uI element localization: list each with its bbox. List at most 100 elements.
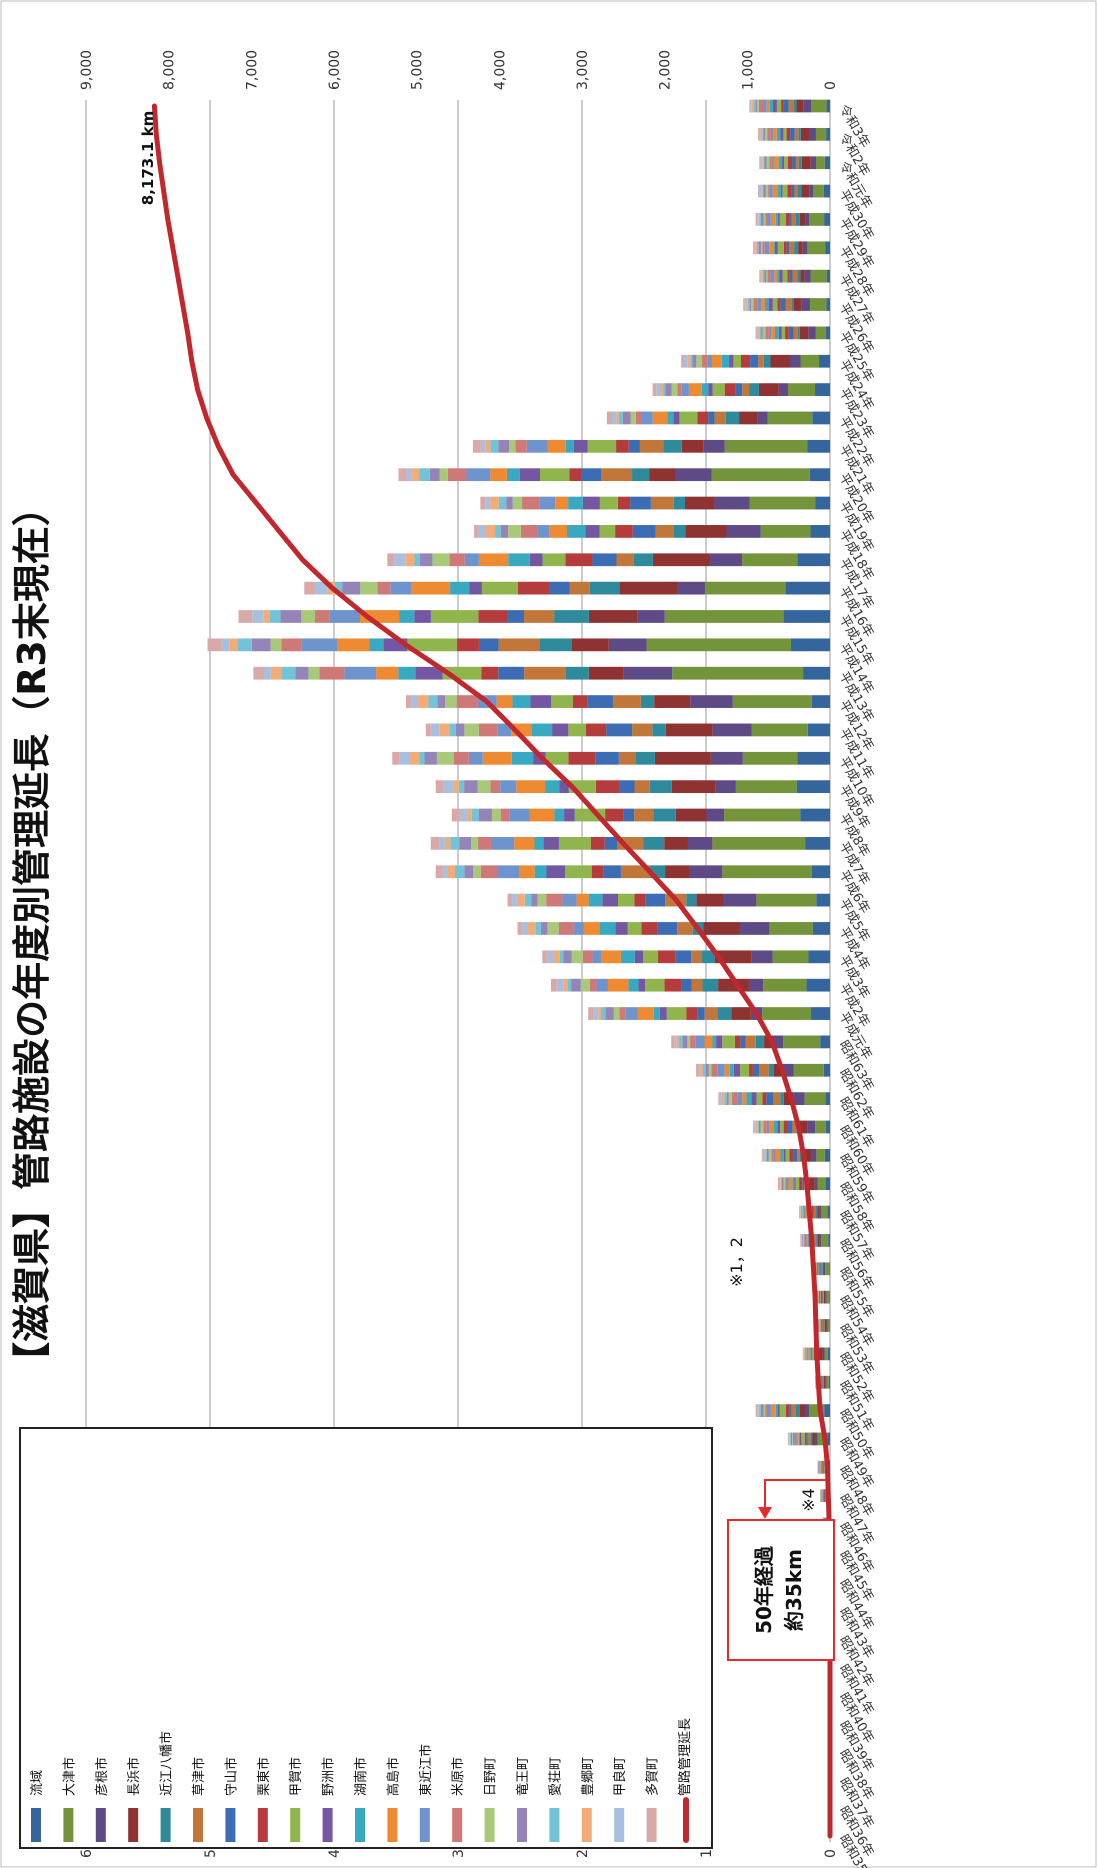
bar-segment xyxy=(512,496,523,510)
bar-segment xyxy=(758,1120,761,1134)
bar-segment xyxy=(788,326,794,340)
bar-segment xyxy=(616,553,634,567)
bar-segment xyxy=(785,213,790,226)
legend-label: 大津市 xyxy=(61,1757,77,1796)
bar-segment xyxy=(337,638,370,652)
bar-segment xyxy=(485,439,491,453)
bar-segment xyxy=(430,836,440,850)
bar-segment xyxy=(799,1404,806,1417)
bar-segment xyxy=(630,496,651,510)
bar-segment xyxy=(471,836,479,850)
bar-segment xyxy=(782,156,785,170)
line-axis-tick-label: 2,000 xyxy=(658,50,674,90)
bar-segment xyxy=(469,581,482,595)
bar-segment xyxy=(766,156,770,170)
bar-segment xyxy=(207,638,222,652)
bar-segment xyxy=(673,496,685,510)
bar-segment xyxy=(683,354,688,368)
bar-segment xyxy=(780,127,784,141)
bar-segment xyxy=(319,666,345,680)
bar-segment xyxy=(783,1120,788,1134)
bar-segment xyxy=(787,1120,793,1134)
bar-segment xyxy=(807,439,830,453)
bar-segment xyxy=(546,950,555,964)
bar-segment xyxy=(780,298,786,311)
bar-segment xyxy=(819,1234,822,1247)
bar-segment xyxy=(771,156,774,170)
bar-segment xyxy=(512,695,531,708)
bar-segment xyxy=(799,213,806,226)
bar-segment xyxy=(766,1120,770,1134)
chart-title: 【滋賀県】管路施設の年度別管理延長（R3末現在） xyxy=(10,488,54,1380)
bar-segment xyxy=(763,156,765,170)
bar-segment xyxy=(606,411,612,425)
bar-segment xyxy=(545,751,569,765)
bar-segment xyxy=(480,865,498,879)
bar-segment xyxy=(710,751,743,765)
bar-segment xyxy=(824,1148,830,1162)
bar-segment xyxy=(604,836,618,850)
bar-segment xyxy=(821,1375,823,1389)
bar-segment xyxy=(722,1035,735,1049)
callout-box: 50年経過 約35km xyxy=(727,1479,835,1661)
bar-segment xyxy=(430,723,440,737)
bar-segment xyxy=(755,326,757,340)
bar-segment xyxy=(500,780,517,794)
bar-segment xyxy=(449,723,456,737)
bar-segment xyxy=(807,1432,811,1446)
bar-segment xyxy=(709,553,743,567)
bar-segment xyxy=(823,1375,825,1389)
bar-segment xyxy=(516,893,525,907)
bar-segment xyxy=(752,1063,760,1077)
bar-segment xyxy=(591,865,604,879)
bar-segment xyxy=(806,1347,808,1361)
bar-segment xyxy=(779,269,783,283)
bar-segment xyxy=(804,1234,807,1247)
bar-segment xyxy=(712,723,752,737)
bar-segment xyxy=(301,610,316,623)
bar-segment xyxy=(762,326,766,340)
bar-segment xyxy=(765,1404,767,1417)
bar-segment xyxy=(769,922,813,935)
bar-segment xyxy=(542,950,547,964)
bar-segment xyxy=(789,354,801,368)
bar-segment xyxy=(707,354,712,368)
bar-segment xyxy=(637,1007,654,1020)
bar-segment xyxy=(686,893,697,907)
bar-segment xyxy=(429,468,440,482)
bar-segment xyxy=(775,1148,781,1162)
bar-segment xyxy=(772,99,777,113)
bar-segment xyxy=(773,156,779,170)
bar-segment xyxy=(815,1375,816,1389)
bar-segment xyxy=(815,496,830,510)
bar-segment xyxy=(813,1205,816,1219)
bar-segment xyxy=(599,525,616,538)
bar-segment xyxy=(485,496,491,510)
bar-segment xyxy=(825,1375,827,1389)
bar-segment xyxy=(807,241,826,255)
bar-segment xyxy=(788,1432,790,1446)
bar-segment xyxy=(719,1092,722,1106)
bar-segment xyxy=(756,241,759,255)
bar-segment xyxy=(634,950,644,964)
bar-segment xyxy=(708,383,713,396)
bar-segment xyxy=(803,666,830,680)
bar-segment xyxy=(760,156,763,170)
bar-segment xyxy=(498,496,507,510)
bar-segment xyxy=(735,780,797,794)
bar-segment xyxy=(511,751,534,765)
bar-segment xyxy=(742,751,798,765)
bar-segment xyxy=(823,1489,825,1503)
bar-segment xyxy=(601,1007,606,1020)
legend-label: 近江八幡市 xyxy=(159,1731,175,1796)
bar-segment xyxy=(786,1177,789,1191)
bar-segment xyxy=(451,808,461,822)
bar-segment xyxy=(818,1460,820,1474)
bar-segment xyxy=(590,836,605,850)
bar-segment xyxy=(534,865,547,879)
bar-segment xyxy=(576,893,589,907)
legend-label: 湖南市 xyxy=(353,1757,369,1796)
annotation-note-4: ※4 xyxy=(799,1488,818,1512)
bar-segment xyxy=(549,581,570,595)
legend-label: 草津市 xyxy=(191,1757,207,1796)
